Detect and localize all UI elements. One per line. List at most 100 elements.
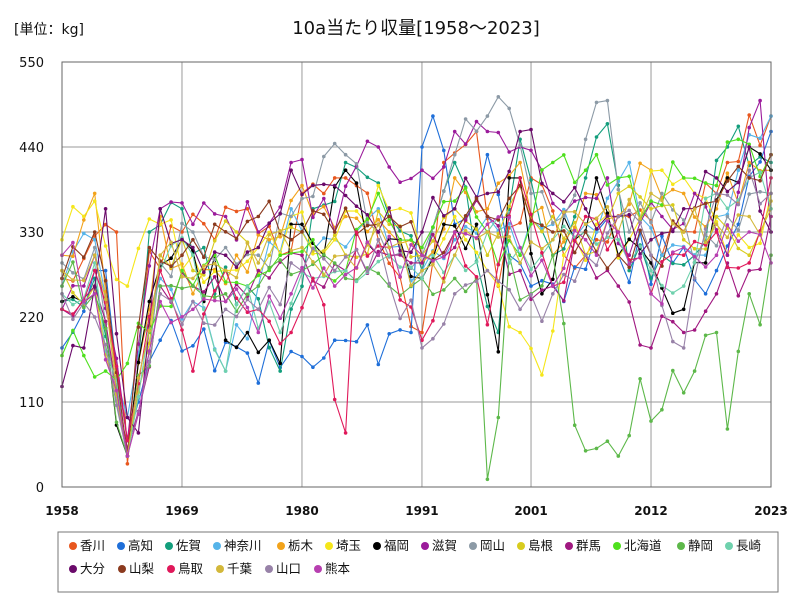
- data-point: [332, 237, 337, 242]
- data-point: [311, 365, 315, 370]
- data-point: [660, 407, 664, 412]
- data-point: [212, 288, 217, 293]
- data-point: [485, 292, 490, 297]
- data-point: [311, 215, 315, 220]
- data-point: [311, 286, 315, 290]
- data-point: [409, 261, 413, 265]
- data-point: [605, 196, 610, 201]
- data-point: [736, 246, 741, 251]
- data-point: [605, 183, 610, 187]
- data-point: [605, 122, 610, 126]
- data-point: [365, 191, 370, 195]
- data-point: [496, 262, 501, 267]
- data-point: [681, 330, 686, 335]
- data-point: [387, 214, 392, 219]
- data-point: [169, 240, 173, 245]
- data-point: [496, 95, 501, 99]
- data-point: [223, 205, 228, 210]
- data-point: [692, 328, 697, 332]
- data-point: [289, 349, 293, 354]
- data-point: [409, 238, 413, 242]
- data-point: [660, 253, 664, 257]
- data-point: [278, 229, 283, 233]
- data-point: [387, 261, 392, 266]
- data-point: [71, 290, 75, 295]
- data-point: [409, 283, 413, 288]
- data-point: [627, 268, 631, 273]
- legend-marker: [565, 542, 573, 550]
- data-point: [747, 292, 751, 296]
- y-tick-label: 330: [19, 226, 44, 241]
- data-point: [442, 222, 446, 227]
- data-point: [420, 276, 424, 281]
- data-point: [398, 240, 402, 245]
- data-point: [82, 309, 86, 314]
- data-point: [289, 225, 293, 229]
- data-point: [92, 315, 97, 319]
- series-line: [61, 192, 772, 457]
- data-point: [343, 193, 348, 198]
- data-point: [747, 176, 751, 180]
- data-point: [572, 265, 577, 269]
- data-point: [692, 254, 697, 259]
- data-point: [267, 338, 272, 343]
- x-tick-label: 2023: [754, 504, 787, 518]
- data-point: [649, 207, 653, 211]
- data-point: [212, 269, 217, 274]
- data-point: [431, 232, 435, 237]
- data-point: [518, 143, 522, 148]
- data-point: [223, 338, 228, 343]
- data-point: [82, 346, 86, 350]
- data-point: [409, 220, 413, 224]
- data-point: [616, 237, 621, 242]
- data-point: [202, 307, 206, 312]
- data-point: [496, 235, 501, 239]
- data-point: [92, 191, 97, 196]
- data-point: [616, 230, 621, 234]
- data-point: [256, 307, 261, 312]
- data-point: [332, 199, 337, 204]
- data-point: [736, 213, 741, 217]
- legend-item: 岡山: [469, 538, 505, 553]
- legend-label: 静岡: [688, 538, 713, 553]
- data-point: [267, 285, 272, 290]
- data-point: [594, 227, 599, 231]
- data-point: [583, 222, 588, 227]
- data-point: [234, 314, 239, 319]
- data-point: [485, 214, 490, 219]
- data-point: [234, 262, 239, 266]
- data-point: [714, 230, 719, 234]
- data-point: [485, 322, 490, 327]
- data-point: [758, 152, 762, 156]
- legend-label: 高知: [128, 538, 153, 553]
- data-point: [594, 230, 599, 234]
- data-point: [245, 284, 250, 288]
- legend-label: 山梨: [129, 561, 155, 576]
- data-point: [114, 331, 119, 336]
- data-point: [409, 298, 413, 303]
- data-point: [322, 191, 326, 196]
- data-point: [485, 253, 490, 257]
- data-point: [463, 176, 468, 180]
- data-point: [82, 284, 86, 288]
- data-point: [649, 169, 653, 173]
- data-point: [496, 190, 501, 194]
- data-point: [583, 176, 588, 180]
- data-point: [169, 218, 173, 222]
- data-point: [343, 206, 348, 210]
- data-point: [365, 213, 370, 217]
- data-point: [431, 195, 435, 200]
- data-point: [267, 319, 272, 324]
- data-point: [300, 284, 304, 289]
- data-point: [605, 176, 610, 180]
- data-point: [420, 168, 424, 172]
- data-point: [442, 214, 446, 218]
- data-point: [692, 207, 697, 211]
- data-point: [354, 216, 359, 220]
- data-point: [638, 377, 642, 381]
- data-point: [452, 230, 457, 234]
- data-point: [627, 230, 631, 234]
- data-point: [507, 215, 512, 220]
- data-point: [147, 264, 152, 268]
